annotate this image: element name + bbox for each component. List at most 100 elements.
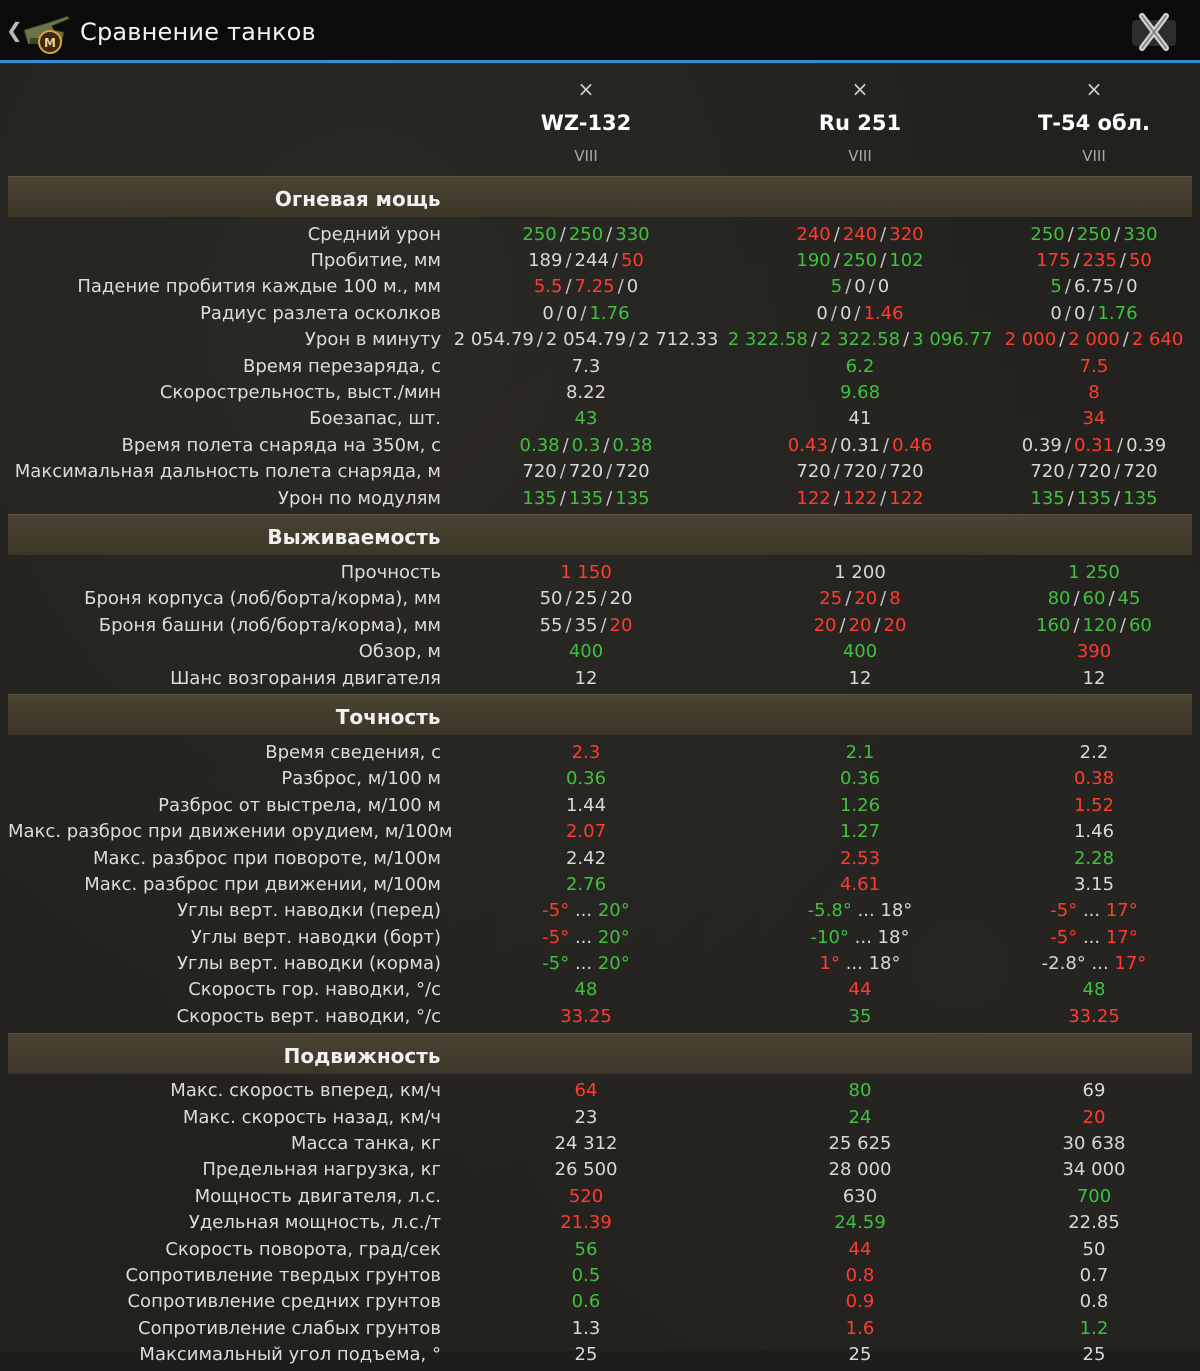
stat-row: Обзор, м 400 400 390 xyxy=(8,638,1192,664)
stat-value-part: 20 xyxy=(848,614,872,636)
stat-value-part: 35 xyxy=(848,1005,872,1027)
stat-row: Макс. скорость назад, км/ч 23 24 20 xyxy=(8,1104,1192,1130)
stat-label: Масса танка, кг xyxy=(290,1133,441,1155)
stat-value: 64 xyxy=(449,1080,723,1101)
stat-value-part: 135 xyxy=(1076,487,1112,509)
stat-value: 1.2 xyxy=(957,1318,1200,1339)
value-separator: / xyxy=(559,223,566,245)
page-title: Сравнение танков xyxy=(80,18,316,46)
stat-value-part: 2.2 xyxy=(1079,741,1109,763)
section-header: Подвижность xyxy=(8,1032,1192,1074)
angle-max: 17° xyxy=(1114,953,1147,975)
stat-label: Шанс возгорания двигателя xyxy=(170,667,441,689)
stat-value: 250/250/330 xyxy=(957,224,1200,245)
stat-value: 0/0/1.76 xyxy=(449,303,723,324)
stat-label: Броня башни (лоб/борта/корма), мм xyxy=(98,614,441,636)
angle-ellipsis: ... xyxy=(839,953,869,975)
value-separator: / xyxy=(1114,487,1121,509)
angle-ellipsis: ... xyxy=(851,900,881,922)
stat-value: 12 xyxy=(723,668,997,689)
stat-value-part: 135 xyxy=(615,487,650,509)
stat-label: Обзор, м xyxy=(358,641,441,663)
stat-value: 1° ... 18° xyxy=(723,953,997,974)
stat-value-part: 6.2 xyxy=(845,355,875,377)
stat-value-part: 25 xyxy=(574,588,598,610)
stat-value: 24.59 xyxy=(723,1212,997,1233)
stat-value-part: 9.68 xyxy=(839,382,881,404)
angle-min: -5° xyxy=(1050,926,1078,948)
stat-value-part: 2.1 xyxy=(845,741,875,763)
stat-value-part: 720 xyxy=(1123,461,1158,483)
stat-value-part: 34 xyxy=(1082,408,1106,430)
stat-row: Броня башни (лоб/борта/корма), мм 55/35/2… xyxy=(8,612,1192,638)
stat-row: Предельная нагрузка, кг 26 500 28 000 34 00… xyxy=(8,1157,1192,1183)
stat-row: Углы верт. наводки (корма) -5° ... 20° 1° … xyxy=(8,950,1192,976)
stat-value-part: 720 xyxy=(1030,461,1065,483)
stat-row: Средний урон 250/250/330 240/240/320 250/25… xyxy=(8,221,1192,247)
stat-row: Макс. скорость вперед, км/ч 64 80 69 xyxy=(8,1078,1192,1104)
close-icon[interactable] xyxy=(1126,8,1182,56)
stat-value-part: 0.38 xyxy=(519,434,560,456)
stat-value: 630 xyxy=(723,1186,997,1207)
tank-logo-icon[interactable]: M xyxy=(20,8,72,56)
value-separator: / xyxy=(1088,302,1095,324)
stat-row: Углы верт. наводки (борт) -5° ... 20° -10°… xyxy=(8,924,1192,950)
remove-tank-button[interactable]: × xyxy=(1085,77,1103,101)
value-separator: / xyxy=(556,302,563,324)
stat-value-part: 135 xyxy=(1030,487,1065,509)
stat-value-part: 0 xyxy=(877,276,890,298)
stat-label: Скорость верт. наводки, °/с xyxy=(176,1005,441,1027)
stat-value: 55/35/20 xyxy=(449,615,723,636)
stat-value: 2.42 xyxy=(449,848,723,869)
stat-value: 69 xyxy=(957,1080,1200,1101)
stat-label: Макс. скорость назад, км/ч xyxy=(182,1106,441,1128)
value-separator: / xyxy=(845,276,852,298)
stat-value-part: 48 xyxy=(1082,979,1106,1001)
stat-value-part: 20 xyxy=(609,588,633,610)
stat-value: 24 xyxy=(723,1107,997,1128)
tank-tier: VIII xyxy=(1082,147,1106,165)
stat-value: 2.53 xyxy=(723,848,997,869)
angle-max: 20° xyxy=(597,926,630,948)
stat-value: 2.1 xyxy=(723,742,997,763)
remove-tank-button[interactable]: × xyxy=(851,77,869,101)
stat-value-part: 3 096.77 xyxy=(912,329,993,351)
stat-label: Удельная мощность, л.с./т xyxy=(188,1212,441,1234)
stat-value-part: 2.53 xyxy=(839,847,881,869)
stat-value-part: 80 xyxy=(848,1080,872,1102)
stat-value: 25 xyxy=(449,1344,723,1365)
stat-value: 1.26 xyxy=(723,795,997,816)
remove-tank-button[interactable]: × xyxy=(577,77,595,101)
value-separator: / xyxy=(600,588,607,610)
angle-min: -5.8° xyxy=(807,900,852,922)
stat-value: 135/135/135 xyxy=(449,488,723,509)
tank-tier: VIII xyxy=(574,147,598,165)
angle-max: 18° xyxy=(880,900,913,922)
stat-label: Радиус разлета осколков xyxy=(200,302,441,324)
stat-value-part: 20 xyxy=(854,588,878,610)
stat-row: Мощность двигателя, л.с. 520 630 700 xyxy=(8,1183,1192,1209)
stat-value-part: 0.9 xyxy=(845,1291,875,1313)
stat-value-part: 64 xyxy=(574,1080,598,1102)
stat-value-part: 35 xyxy=(574,614,598,636)
back-chevron-icon[interactable]: ❮ xyxy=(6,18,23,42)
stat-value: 2.3 xyxy=(449,742,723,763)
stat-value-part: 7.3 xyxy=(571,355,601,377)
value-separator: / xyxy=(830,434,837,456)
stat-value: 520 xyxy=(449,1186,723,1207)
tank-name: Ru 251 xyxy=(818,111,902,135)
stat-value-part: 2.76 xyxy=(565,873,607,895)
stat-value-part: 1 150 xyxy=(560,561,612,583)
stat-value-part: 1.26 xyxy=(839,794,881,816)
stat-value-part: 102 xyxy=(889,250,924,272)
stats-table: Огневая мощь Средний урон 250/250/330 240/2… xyxy=(8,176,1192,1371)
stat-value: 240/240/320 xyxy=(723,224,997,245)
stat-row: Пробитие, мм 189/244/50 190/250/102 175/235… xyxy=(8,247,1192,273)
stat-value-part: 0.39 xyxy=(1126,434,1167,456)
value-separator: / xyxy=(1064,434,1071,456)
stat-row: Сопротивление средних грунтов 0.6 0.9 0.8 xyxy=(8,1289,1192,1315)
stat-value: 50 xyxy=(957,1239,1200,1260)
stat-row: Шанс возгорания двигателя 12 12 12 xyxy=(8,665,1192,691)
stat-value: 2 000/2 000/2 640 xyxy=(957,329,1200,350)
value-separator: / xyxy=(830,302,837,324)
